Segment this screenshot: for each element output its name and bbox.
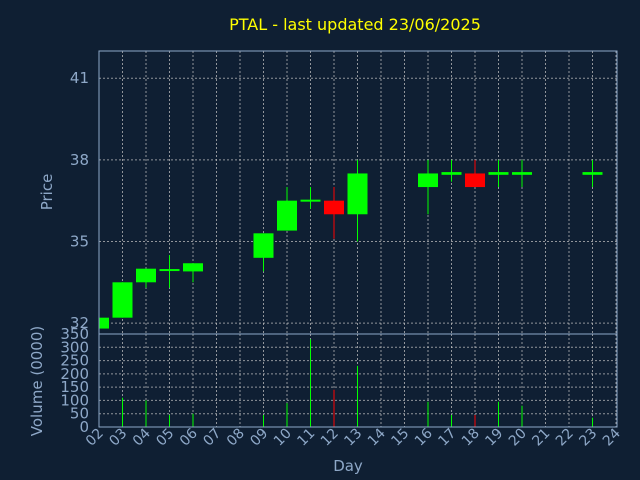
candle-body [512, 172, 532, 175]
candle-body [277, 200, 297, 231]
candle-body [99, 317, 109, 329]
candle-06 [183, 263, 203, 283]
x-tick-label: 06 [177, 425, 201, 449]
candle-body [300, 199, 321, 202]
x-tick-label: 24 [600, 425, 624, 449]
candle-11 [300, 187, 321, 209]
price-y-tick-label: 38 [70, 151, 89, 169]
candle-09 [253, 233, 274, 272]
candle-body [465, 173, 485, 188]
x-tick-label: 22 [553, 426, 577, 450]
candle-body [183, 263, 203, 272]
x-tick-label: 05 [153, 426, 177, 450]
price-y-tick-label: 35 [70, 232, 89, 250]
candle-body [347, 173, 368, 215]
x-tick-label: 18 [459, 426, 483, 450]
x-tick-label: 10 [271, 426, 295, 450]
x-tick-label: 04 [130, 425, 154, 449]
volume-y-tick-label: 100 [60, 391, 89, 409]
candle-body [418, 173, 438, 188]
candle-body [112, 282, 133, 318]
x-tick-label: 08 [224, 426, 248, 450]
volume-panel-frame [98, 333, 618, 428]
price-y-tick-label: 41 [70, 69, 89, 87]
candle-body [253, 233, 274, 258]
price-y-ticks: 32 35 38 41 [70, 69, 89, 332]
x-tick-label: 21 [529, 426, 553, 450]
volume-y-tick-label: 350 [60, 325, 89, 343]
x-tick-label: 19 [482, 426, 506, 450]
volume-axis-label: Volume (0000) [28, 326, 46, 436]
x-axis-label: Day [333, 457, 363, 475]
x-tick-label: 23 [576, 426, 600, 450]
x-tick-label: 20 [506, 426, 530, 450]
candle-17 [441, 159, 462, 182]
x-tick-label: 14 [365, 425, 389, 449]
candle-03 [112, 282, 133, 318]
candle-10 [277, 187, 297, 231]
volume-y-tick-label: 200 [60, 365, 89, 383]
candle-05 [159, 255, 180, 288]
candle-body [488, 172, 509, 175]
candle-body [136, 268, 156, 283]
volume-bars [98, 339, 593, 427]
chart-title: PTAL - last updated 23/06/2025 [229, 15, 481, 34]
x-tick-label: 12 [318, 426, 342, 450]
x-tick-label: 11 [294, 426, 318, 450]
candle-04 [136, 268, 156, 288]
candle-body [159, 269, 180, 272]
volume-y-tick-label: 300 [60, 338, 89, 356]
candle-body [441, 172, 462, 175]
candle-12 [324, 187, 344, 239]
x-tick-label: 07 [200, 426, 224, 450]
volume-y-tick-label: 250 [60, 352, 89, 370]
candle-18 [465, 159, 485, 188]
volume-y-tick-label: 150 [60, 378, 89, 396]
price-axis-label: Price [38, 174, 56, 211]
volume-y-tick-label: 0 [79, 418, 89, 436]
x-tick-label: 17 [435, 426, 459, 450]
x-tick-label: 13 [341, 426, 365, 450]
candle-02 [98, 317, 109, 329]
candle-13 [347, 159, 368, 242]
candle-23 [582, 159, 603, 188]
price-y-tick-label: 32 [70, 314, 89, 332]
x-tick-label: 03 [106, 426, 130, 450]
candle-body [582, 172, 603, 175]
candle-body [324, 200, 344, 215]
price-panel: 32 35 38 41 [70, 50, 618, 335]
x-tick-label: 09 [247, 426, 271, 450]
price-candles [98, 159, 603, 329]
candle-16 [418, 159, 438, 215]
candle-19 [488, 159, 509, 188]
volume-y-tick-label: 50 [70, 405, 89, 423]
x-tick-label: 15 [388, 426, 412, 450]
candle-20 [512, 159, 532, 188]
x-axis-ticks: 02 03 04 05 06 07 08 09 10 11 12 13 14 15 16 17 18 19 20 21… [83, 425, 624, 449]
x-tick-label: 16 [412, 425, 436, 449]
